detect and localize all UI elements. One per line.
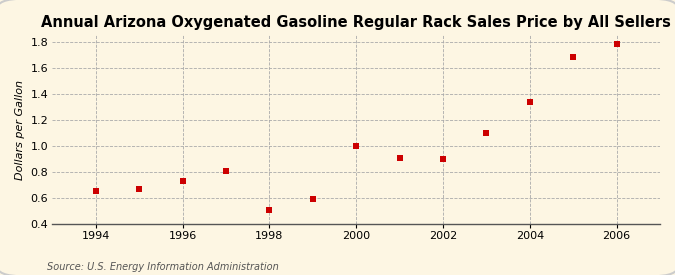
Point [524,100,535,104]
Y-axis label: Dollars per Gallon: Dollars per Gallon [15,79,25,180]
Point [611,42,622,47]
Point [178,179,188,183]
Point [437,157,448,161]
Text: Source: U.S. Energy Information Administration: Source: U.S. Energy Information Administ… [47,262,279,272]
Point [264,207,275,212]
Title: Annual Arizona Oxygenated Gasoline Regular Rack Sales Price by All Sellers: Annual Arizona Oxygenated Gasoline Regul… [41,15,671,30]
Point [221,168,232,173]
Point [134,186,144,191]
Point [481,131,492,135]
Point [307,197,318,201]
Point [394,155,405,160]
Point [568,55,578,60]
Point [351,144,362,148]
Point [90,189,101,194]
